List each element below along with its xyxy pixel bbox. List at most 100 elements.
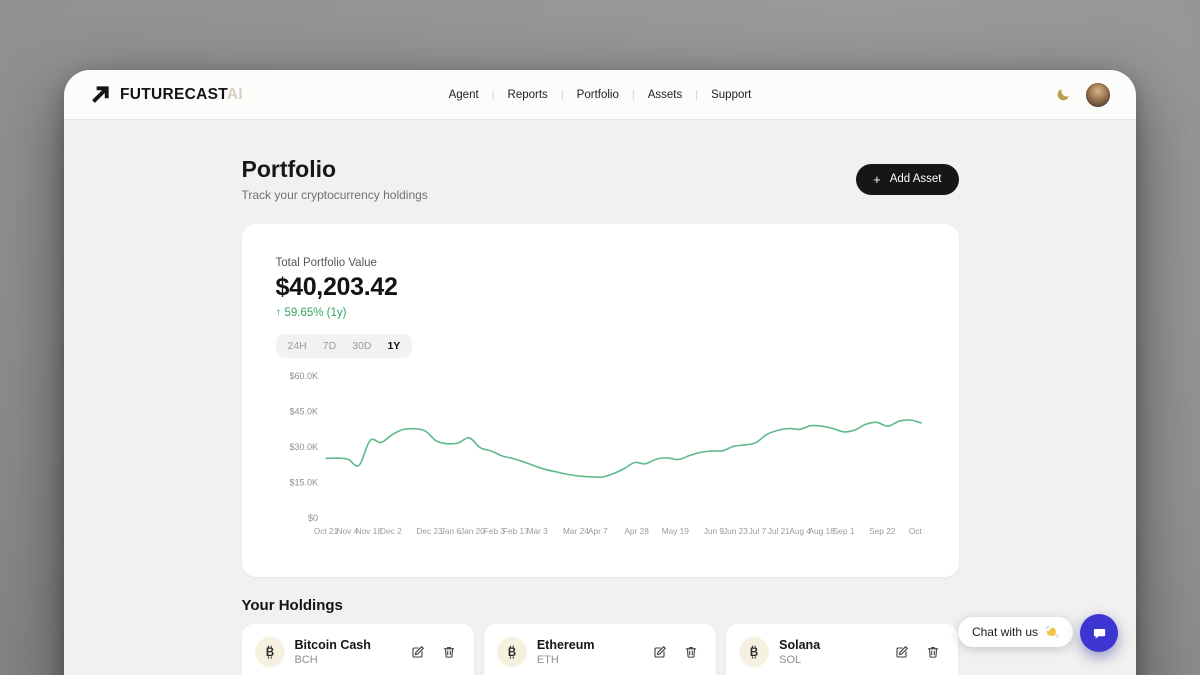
portfolio-line-series (324, 419, 922, 479)
page-content: Portfolio Track your cryptocurrency hold… (241, 120, 959, 675)
edit-holding-button[interactable] (893, 643, 911, 661)
x-tick-label: Oct 21 (313, 526, 338, 536)
total-value-amount: $40,203.42 (275, 273, 398, 301)
coin-names: Bitcoin Cash BCH (295, 638, 371, 666)
holding-card-eth: B Ethereum ETH (483, 624, 717, 675)
range-tab-24h[interactable]: 24H (281, 337, 314, 355)
x-tick-label: Sep 22 (869, 526, 896, 536)
coin-badge-icon: B (254, 637, 285, 667)
coin-symbol: SOL (779, 654, 802, 666)
app-window: FUTURECASTAI Agent | Reports | Portfolio | Ass… (64, 70, 1136, 675)
y-tick-label: $0 (307, 513, 317, 523)
time-range-tabs: 24H 7D 30D 1Y (275, 334, 413, 358)
x-tick-label: Jan 6 (440, 526, 461, 536)
x-tick-label: Aug 18 (808, 526, 835, 536)
holding-actions (409, 643, 461, 661)
y-tick-label: $15.0K (289, 478, 318, 488)
nav-link-assets[interactable]: Assets (647, 88, 683, 101)
edit-holding-button[interactable] (651, 643, 669, 661)
y-tick-label: $60.0K (289, 371, 318, 381)
holding-card-sol: B Solana SOL (726, 624, 959, 675)
x-tick-label: Dec 23 (416, 526, 443, 536)
range-tab-1y[interactable]: 1Y (380, 337, 407, 355)
svg-text:B: B (508, 647, 516, 659)
holding-card-header: B Solana SOL (739, 637, 945, 667)
coin-badge-icon: B (739, 637, 770, 667)
nav-link-reports[interactable]: Reports (507, 88, 548, 101)
user-avatar[interactable] (1086, 82, 1110, 107)
chat-bubble-icon (1091, 625, 1108, 642)
nav-link-agent[interactable]: Agent (448, 88, 479, 101)
range-tab-7d[interactable]: 7D (316, 337, 343, 355)
coin-symbol: BCH (294, 654, 318, 666)
total-value-label: Total Portfolio Value (275, 257, 377, 269)
navbar: FUTURECASTAI Agent | Reports | Portfolio | Ass… (64, 70, 1136, 120)
page-title: Portfolio (241, 156, 337, 182)
holding-card-bch: B Bitcoin Cash BCH (241, 624, 474, 675)
brand-name: FUTURECASTAI (120, 85, 244, 103)
coin-name: Solana (779, 638, 821, 652)
x-tick-label: Oct 13 (908, 526, 924, 536)
holdings-grid: B Bitcoin Cash BCH (241, 624, 959, 675)
nav-separator: | (491, 88, 495, 101)
page-title-block: Portfolio Track your cryptocurrency hold… (242, 156, 428, 202)
x-tick-label: Nov 18 (355, 526, 382, 536)
brand-logo[interactable]: FUTURECASTAI (90, 84, 243, 105)
add-asset-button[interactable]: + Add Asset (856, 163, 959, 195)
x-tick-label: Apr 7 (587, 526, 607, 536)
x-tick-label: Feb 17 (502, 526, 528, 536)
delete-holding-button[interactable] (682, 643, 700, 661)
x-tick-label: Jul 7 (748, 526, 766, 536)
delete-holding-button[interactable] (924, 643, 942, 661)
holding-actions (893, 643, 945, 661)
chat-fab-button[interactable] (1080, 614, 1118, 652)
edit-pencil-icon (412, 646, 424, 658)
coin-names: Ethereum ETH (537, 638, 595, 666)
edit-pencil-icon (654, 646, 667, 658)
page-header: Portfolio Track your cryptocurrency hold… (242, 156, 959, 202)
x-tick-label: Aug 4 (789, 526, 811, 536)
coin-symbol: ETH (536, 654, 559, 666)
holding-card-header: B Ethereum ETH (496, 637, 703, 667)
x-tick-label: Feb 3 (483, 526, 505, 536)
nav-right (1056, 82, 1110, 107)
x-tick-label: Jan 20 (459, 526, 484, 536)
range-tab-30d[interactable]: 30D (345, 337, 378, 355)
x-tick-label: Mar 3 (526, 526, 548, 536)
chat-with-us-button[interactable]: Chat with us (957, 617, 1073, 647)
x-tick-label: Jul 21 (767, 526, 790, 536)
add-asset-label: Add Asset (889, 173, 942, 185)
edit-holding-button[interactable] (409, 643, 427, 661)
coin-name: Ethereum (536, 638, 595, 652)
holding-actions (651, 643, 703, 661)
x-tick-label: Dec 2 (380, 526, 402, 536)
holding-card-header: B Bitcoin Cash BCH (254, 637, 461, 667)
page-subtitle: Track your cryptocurrency holdings (241, 188, 428, 202)
edit-pencil-icon (896, 646, 909, 658)
arrow-logo-icon (90, 84, 111, 105)
trash-icon (443, 647, 455, 658)
x-tick-label: Apr 28 (624, 526, 649, 536)
plus-icon: + (873, 171, 881, 187)
x-tick-label: May 19 (661, 526, 689, 536)
coin-name: Bitcoin Cash (294, 638, 371, 652)
chat-label: Chat with us (971, 625, 1038, 639)
holdings-heading: Your Holdings (241, 597, 343, 614)
nav-separator: | (631, 88, 635, 101)
nav-link-portfolio[interactable]: Portfolio (576, 88, 619, 101)
trash-icon (928, 647, 939, 658)
nav-separator: | (695, 88, 699, 101)
nav-link-support[interactable]: Support (711, 88, 752, 101)
svg-text:B: B (265, 647, 273, 659)
coin-badge-icon: B (496, 637, 527, 667)
delete-holding-button[interactable] (440, 643, 458, 661)
svg-text:B: B (750, 647, 758, 659)
y-tick-label: $45.0K (289, 407, 318, 417)
x-tick-label: Mar 24 (562, 526, 588, 536)
nav-links: Agent | Reports | Portfolio | Assets | Support (449, 89, 752, 101)
theme-toggle-button[interactable] (1056, 87, 1071, 102)
y-tick-label: $30.0K (289, 442, 318, 452)
nav-separator: | (560, 88, 564, 101)
portfolio-line-chart[interactable]: $0 $15.0K $30.0K $45.0K $60.0K Oct 21 Nov 4 Nov… (276, 366, 933, 543)
